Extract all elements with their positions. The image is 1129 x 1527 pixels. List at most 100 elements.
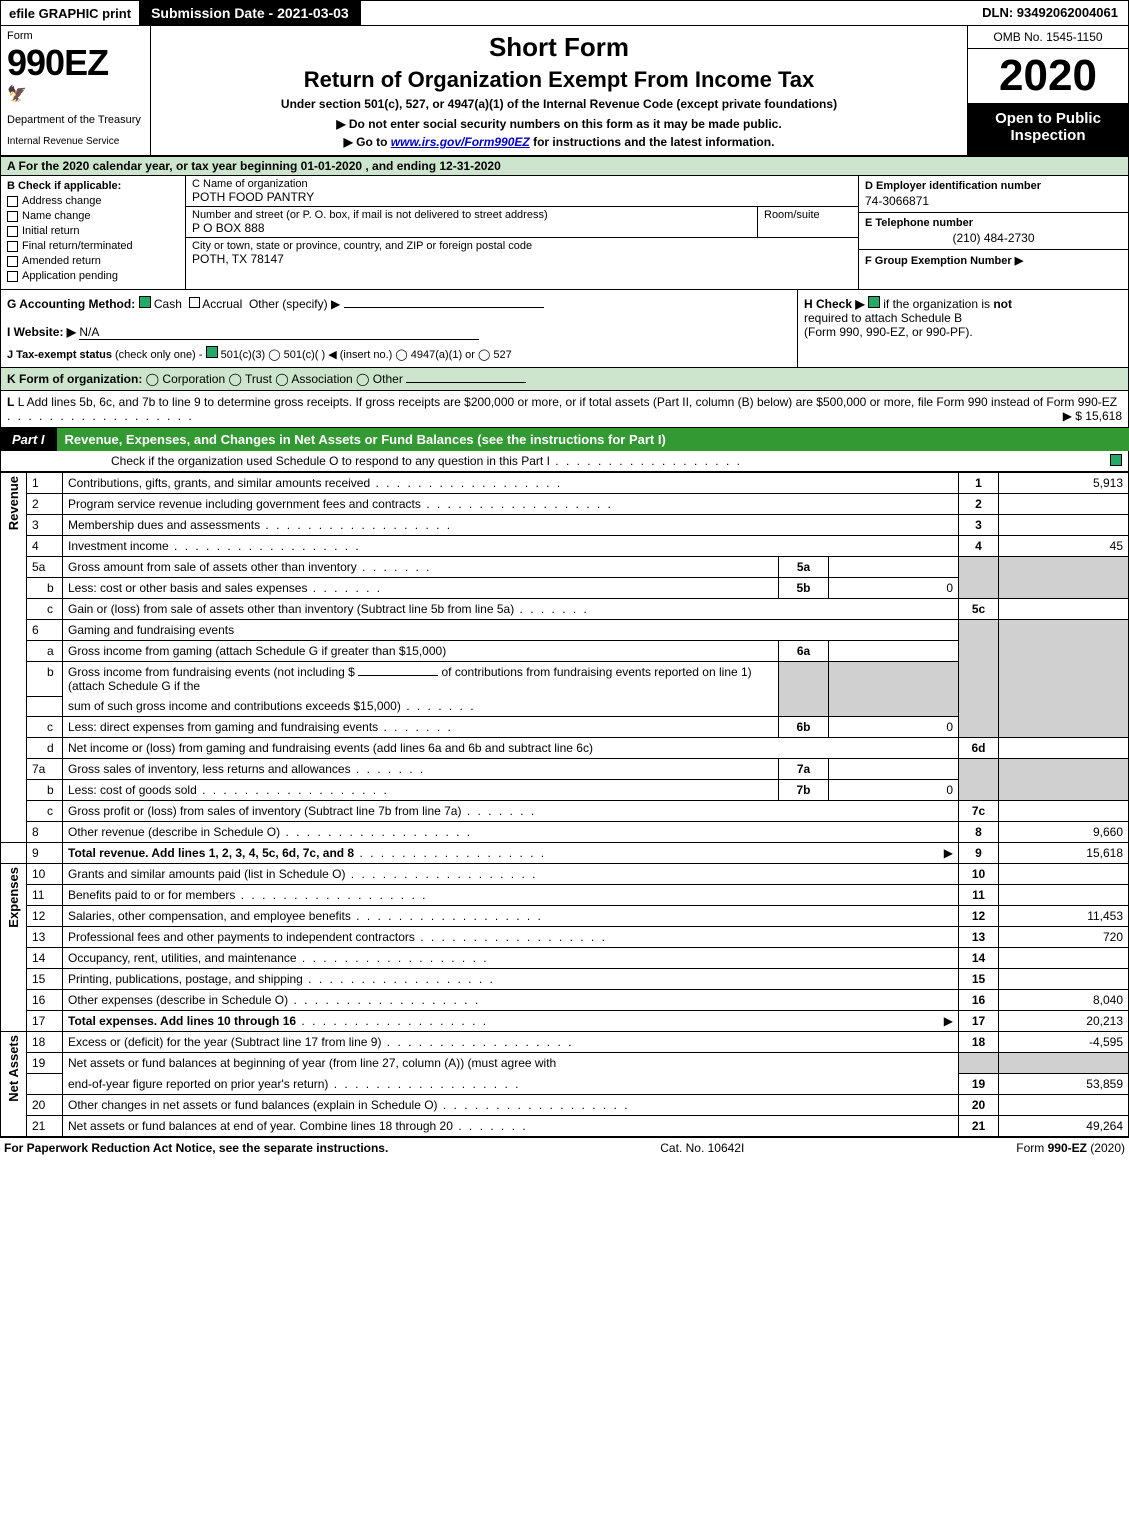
part1-title: Revenue, Expenses, and Changes in Net As… [57,428,1129,451]
box-l: L L Add lines 5b, 6c, and 7b to line 9 t… [0,391,1129,428]
ein-value: 74-3066871 [865,194,1122,208]
ln5c-desc: Gain or (loss) from sale of assets other… [68,602,514,616]
addr-label: Number and street (or P. O. box, if mail… [192,209,751,221]
group-exemption-label: F Group Exemption Number ▶ [865,254,1122,267]
subtitle: Under section 501(c), 527, or 4947(a)(1)… [159,97,959,111]
ln19-val: 53,859 [999,1074,1129,1095]
ln5a-sv [829,557,959,578]
line-15: 15 Printing, publications, postage, and … [1,969,1129,990]
chk-initial-return[interactable] [7,226,18,237]
ln6-no: 6 [27,620,63,641]
ln6a-no: a [27,641,63,662]
line-2: 2 Program service revenue including gove… [1,494,1129,515]
ln20-desc: Other changes in net assets or fund bala… [68,1098,438,1112]
ln6a-sv [829,641,959,662]
form-label: Form [7,30,144,42]
box-b-label: B Check if applicable: [7,180,179,192]
part1-header: Part I Revenue, Expenses, and Changes in… [0,428,1129,451]
line-7a: 7a Gross sales of inventory, less return… [1,759,1129,780]
chk-501c3[interactable] [206,346,218,358]
k-other-line[interactable] [406,382,526,383]
line-21: 21 Net assets or fund balances at end of… [1,1116,1129,1137]
ln19-num: 19 [959,1074,999,1095]
ln15-desc: Printing, publications, postage, and shi… [68,972,303,986]
footer-left: For Paperwork Reduction Act Notice, see … [4,1141,388,1155]
ln16-desc: Other expenses (describe in Schedule O) [68,993,288,1007]
ln6d-val [999,738,1129,759]
ln5b-no: b [27,578,63,599]
chk-final-return[interactable] [7,241,18,252]
box-d: D Employer identification number 74-3066… [859,176,1128,213]
other-specify-line[interactable] [344,307,544,308]
ln20-no: 20 [27,1095,63,1116]
ln17-num: 17 [959,1011,999,1032]
ln10-desc: Grants and similar amounts paid (list in… [68,867,345,881]
chk-h[interactable] [868,296,880,308]
ln15-val [999,969,1129,990]
ln4-desc: Investment income [68,539,169,553]
ln5b-sv: 0 [829,578,959,599]
addr-row: Number and street (or P. O. box, if mail… [186,207,858,238]
title-block: Short Form Return of Organization Exempt… [151,26,968,155]
ln6b-d3: sum of such gross income and contributio… [68,699,401,713]
footer-right: Form 990-EZ (2020) [1016,1141,1125,1155]
ln17-val: 20,213 [999,1011,1129,1032]
ln7c-no: c [27,801,63,822]
lbl-final-return: Final return/terminated [22,240,133,252]
chk-address-change[interactable] [7,196,18,207]
ln12-val: 11,453 [999,906,1129,927]
chk-application-pending[interactable] [7,271,18,282]
ln19-d2: end-of-year figure reported on prior yea… [68,1077,328,1091]
lbl-other: Other (specify) ▶ [249,297,340,311]
page-footer: For Paperwork Reduction Act Notice, see … [0,1137,1129,1158]
ln6b-blank[interactable] [358,675,438,676]
ln20-num: 20 [959,1095,999,1116]
ln2-num: 2 [959,494,999,515]
l-text: L Add lines 5b, 6c, and 7b to line 9 to … [18,395,1117,409]
line-5c: c Gain or (loss) from sale of assets oth… [1,599,1129,620]
main-title: Return of Organization Exempt From Incom… [159,67,959,93]
ln3-no: 3 [27,515,63,536]
ln1-desc: Contributions, gifts, grants, and simila… [68,476,370,490]
ln20-val [999,1095,1129,1116]
chk-accrual[interactable] [189,297,200,308]
chk-amended-return[interactable] [7,256,18,267]
chk-name-change[interactable] [7,211,18,222]
box-h: H Check ▶ if the organization is not req… [798,290,1128,367]
ln6a-sn: 6a [779,641,829,662]
efile-print[interactable]: efile GRAPHIC print [1,1,139,25]
form-id-block: Form 990EZ 🦅 Department of the Treasury … [1,26,151,155]
ln21-no: 21 [27,1116,63,1137]
ln3-desc: Membership dues and assessments [68,518,260,532]
ln16-no: 16 [27,990,63,1011]
ssn-note: ▶ Do not enter social security numbers o… [159,117,959,131]
ln5a-sn: 5a [779,557,829,578]
l-value: ▶ $ 15,618 [1063,409,1122,423]
tax-year: 2020 [968,49,1128,104]
phone-label: E Telephone number [865,217,1122,229]
gh-row: G Accounting Method: Cash Accrual Other … [0,290,1129,368]
ln9-desc: Total revenue. Add lines 1, 2, 3, 4, 5c,… [68,846,354,860]
chk-cash[interactable] [139,296,151,308]
ln10-val [999,864,1129,885]
ln6b-no: b [27,662,63,697]
link-suffix: for instructions and the latest informat… [530,135,775,149]
room-label: Room/suite [764,209,852,221]
ln14-num: 14 [959,948,999,969]
info-grid: B Check if applicable: Address change Na… [0,176,1129,290]
ln9-num: 9 [959,843,999,864]
box-b: B Check if applicable: Address change Na… [1,176,186,289]
ein-label: D Employer identification number [865,180,1122,192]
ln7a-sn: 7a [779,759,829,780]
ln21-val: 49,264 [999,1116,1129,1137]
part1-sub-text: Check if the organization used Schedule … [111,454,550,468]
ln4-num: 4 [959,536,999,557]
ln3-val [999,515,1129,536]
irs-link[interactable]: www.irs.gov/Form990EZ [391,135,530,149]
g-label: G Accounting Method: [7,297,135,311]
form-number: 990EZ [7,42,144,84]
ln8-no: 8 [27,822,63,843]
box-k: K Form of organization: ◯ Corporation ◯ … [0,368,1129,391]
ln8-num: 8 [959,822,999,843]
chk-schedule-o[interactable] [1110,454,1122,466]
